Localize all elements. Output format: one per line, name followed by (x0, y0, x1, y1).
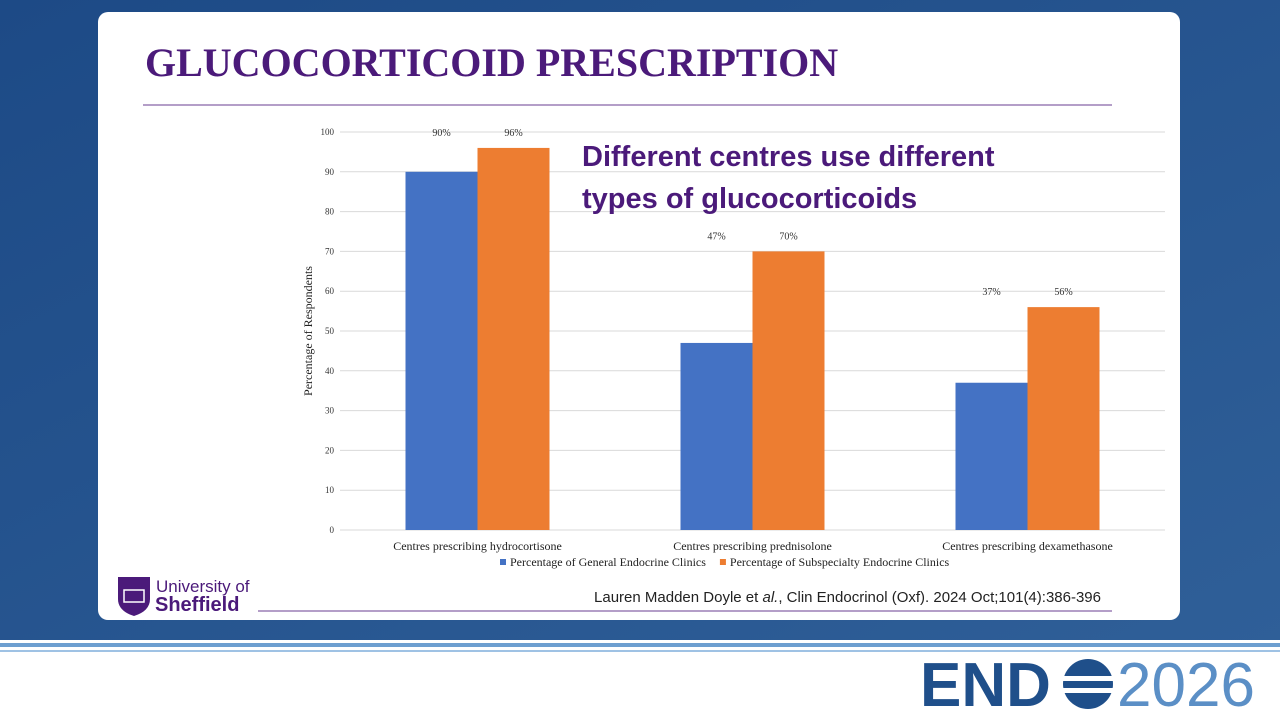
citation-source: , Clin Endocrinol (Oxf). 2024 Oct;101(4)… (778, 589, 1101, 606)
x-tick-label: Centres prescribing hydrocortisone (393, 539, 562, 553)
y-axis-label: Percentage of Respondents (301, 266, 315, 396)
footer-stripe (0, 650, 1280, 652)
y-tick-label: 40 (325, 366, 335, 376)
shield-book (123, 589, 145, 603)
y-tick-label: 50 (325, 326, 335, 336)
y-tick-label: 0 (330, 525, 335, 535)
y-tick-label: 60 (325, 286, 335, 296)
university-name: Sheffield (155, 594, 239, 616)
value-label: 37% (982, 287, 1000, 298)
bar (1027, 307, 1100, 530)
university-name: University of (156, 577, 250, 596)
legend-label: Percentage of General Endocrine Clinics (510, 555, 706, 569)
annotation: Different centres use different (582, 141, 995, 173)
y-tick-label: 70 (325, 246, 335, 256)
annotation: types of glucocorticoids (582, 183, 917, 215)
y-tick-label: 30 (325, 406, 335, 416)
value-label: 56% (1054, 287, 1072, 298)
legend-swatch (500, 559, 506, 565)
event-brand: END (920, 651, 1051, 720)
y-tick-label: 100 (321, 127, 335, 137)
shield-icon (118, 577, 150, 616)
event-logo-o (1062, 659, 1114, 709)
event-year: 2026 (1117, 651, 1255, 720)
citation-authors: Lauren Madden Doyle et (594, 589, 762, 606)
bar (405, 171, 478, 531)
legend-label: Percentage of Subspecialty Endocrine Cli… (730, 555, 950, 569)
y-tick-label: 10 (325, 485, 335, 495)
y-tick-label: 80 (325, 207, 335, 217)
legend-swatch (719, 559, 726, 565)
x-tick-label: Centres prescribing prednisolone (673, 539, 832, 553)
bar (477, 147, 550, 531)
value-label: 70% (779, 231, 797, 242)
value-label: 90% (432, 128, 450, 139)
y-tick-label: 90 (325, 167, 335, 177)
value-label: 96% (504, 128, 522, 139)
y-tick-label: 20 (325, 445, 335, 455)
bar (752, 251, 825, 530)
value-label: 47% (707, 231, 725, 242)
citation: Lauren Madden Doyle et al., Clin Endocri… (594, 589, 1101, 606)
bar (955, 382, 1028, 530)
x-tick-label: Centres prescribing dexamethasone (942, 539, 1113, 553)
slide-title: GLUCOCORTICOID PRESCRIPTION (145, 40, 838, 85)
card (98, 12, 1180, 620)
citation-etal: al. (762, 589, 778, 606)
bar (680, 342, 753, 530)
footer-stripe (0, 643, 1280, 647)
chart: 0 10 20 30 40 50 60 70 80 90 100 Percentage of Resp… (301, 127, 1165, 569)
